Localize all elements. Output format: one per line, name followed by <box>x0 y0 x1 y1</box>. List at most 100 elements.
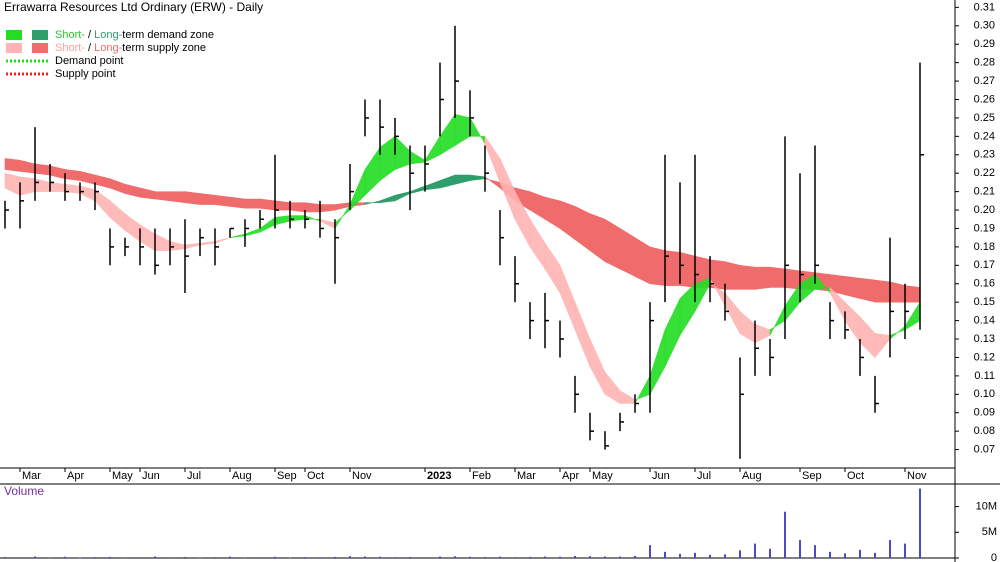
y-tick-label: 0.13 <box>974 333 995 345</box>
volume-bar <box>709 554 711 558</box>
short-term-band <box>784 282 801 322</box>
volume-bar <box>529 556 531 558</box>
short-term-band <box>739 310 756 344</box>
short-term-band <box>559 265 576 330</box>
long-term-band <box>754 266 771 290</box>
long-term-band <box>259 198 276 211</box>
long-term-band <box>139 187 156 200</box>
x-tick-label: Sep <box>277 470 297 482</box>
long-term-band <box>409 185 426 194</box>
short-term-band <box>184 242 201 250</box>
long-term-band <box>379 194 396 204</box>
volume-bar <box>274 556 276 558</box>
short-term-band <box>109 200 126 231</box>
short-term-band <box>634 375 651 404</box>
x-tick-label: Jun <box>142 470 160 482</box>
volume-bar <box>304 557 306 558</box>
long-term-band <box>49 165 66 180</box>
short-term-band <box>484 135 501 183</box>
x-tick-label: May <box>112 470 133 482</box>
short-term-band <box>364 146 381 197</box>
volume-bar <box>19 557 21 558</box>
long-term-band <box>604 218 621 270</box>
x-tick-label: 2023 <box>427 470 451 482</box>
y-tick-label: 0.12 <box>974 351 995 363</box>
x-tick-label: Apr <box>67 470 84 482</box>
long-term-band <box>64 169 81 181</box>
volume-bar <box>49 557 51 558</box>
volume-bar <box>514 557 516 558</box>
volume-bar <box>574 555 576 558</box>
short-term-band <box>289 215 306 222</box>
volume-bar <box>649 545 651 558</box>
volume-bar <box>139 557 141 558</box>
y-tick-label: 0.21 <box>974 186 995 198</box>
long-term-band <box>319 204 336 213</box>
long-term-band <box>589 213 606 263</box>
long-term-band <box>619 227 636 277</box>
legend-text: / <box>85 29 94 41</box>
long-term-band <box>679 252 696 288</box>
volume-tick-label: 0 <box>991 552 997 562</box>
volume-bar <box>904 543 906 558</box>
short-term-band <box>49 182 66 192</box>
legend-swatch <box>32 30 48 40</box>
long-term-band <box>574 205 591 252</box>
volume-bar <box>154 556 156 558</box>
volume-bar <box>64 556 66 558</box>
volume-bar <box>454 556 456 558</box>
long-term-band <box>34 163 51 176</box>
y-tick-label: 0.07 <box>974 443 995 455</box>
volume-bar <box>784 511 786 558</box>
short-term-band <box>19 176 36 196</box>
long-term-band <box>184 191 201 205</box>
volume-tick-label: 10M <box>976 500 997 512</box>
volume-bar <box>199 557 201 558</box>
short-term-band <box>649 329 666 395</box>
volume-bar <box>349 556 351 558</box>
short-term-band <box>844 301 861 344</box>
y-tick-label: 0.28 <box>974 57 995 69</box>
long-term-band <box>559 200 576 241</box>
legend-text: term supply zone <box>122 42 206 54</box>
volume-bar <box>109 556 111 558</box>
volume-bar <box>739 550 741 558</box>
volume-bar <box>724 554 726 558</box>
volume-bar <box>439 556 441 558</box>
x-tick-label: Feb <box>472 470 491 482</box>
volume-bar <box>214 557 216 558</box>
short-term-band <box>619 390 636 404</box>
long-term-band <box>4 158 21 172</box>
short-term-band <box>469 116 486 145</box>
volume-bar <box>469 556 471 558</box>
short-term-band <box>889 325 906 340</box>
legend-text: Demand point <box>55 55 124 67</box>
short-term-band <box>904 301 921 331</box>
short-term-band <box>874 333 891 359</box>
volume-bar <box>319 557 321 558</box>
volume-bar <box>814 545 816 558</box>
x-tick-label: May <box>592 470 613 482</box>
legend-text: Short- <box>55 42 85 54</box>
y-tick-label: 0.11 <box>974 370 995 382</box>
legend-text: Short- <box>55 29 85 41</box>
legend-label: Short- / Long-term supply zone <box>55 42 206 54</box>
short-term-band <box>244 228 261 237</box>
short-term-band <box>229 233 246 238</box>
volume-tick-label: 5M <box>982 526 997 538</box>
volume-bar <box>544 556 546 558</box>
short-term-band <box>379 135 396 182</box>
volume-bar <box>754 543 756 558</box>
y-tick-label: 0.17 <box>974 259 995 271</box>
long-term-band <box>529 191 546 220</box>
legend-swatch <box>6 30 22 40</box>
volume-bar <box>829 551 831 558</box>
short-term-band <box>394 135 411 170</box>
long-term-band <box>154 191 171 202</box>
x-tick-label: Oct <box>307 470 324 482</box>
long-term-band <box>244 198 261 209</box>
long-term-band <box>19 159 36 174</box>
volume-bar <box>874 552 876 558</box>
y-tick-label: 0.27 <box>974 75 995 87</box>
